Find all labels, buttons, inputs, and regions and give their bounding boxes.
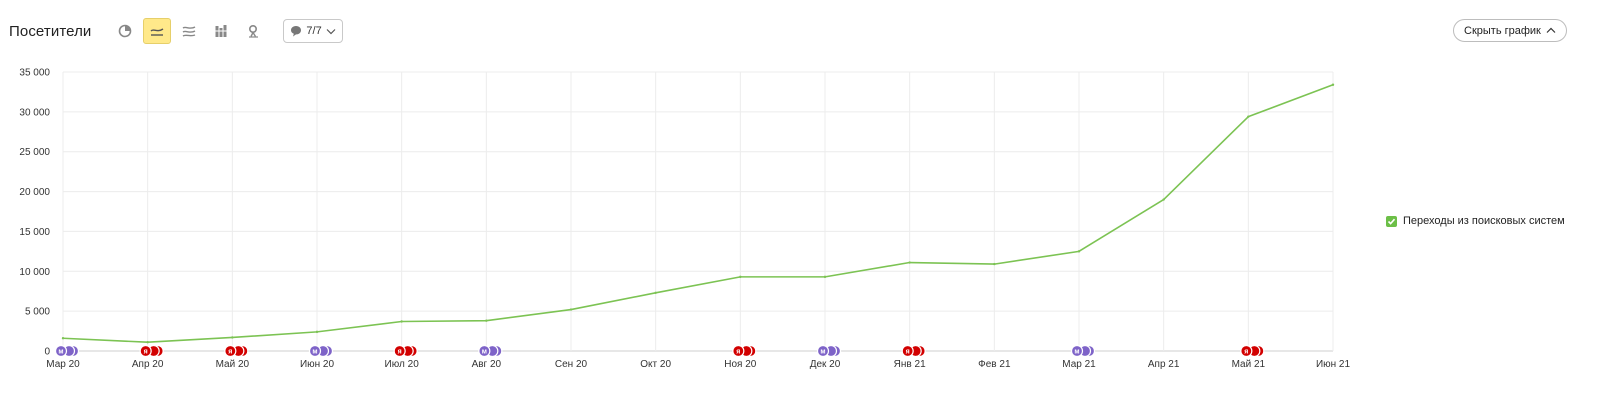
annotation-marker[interactable]: м [308, 344, 334, 358]
x-tick-label: Май 20 [216, 359, 250, 370]
annotation-circle [901, 344, 914, 358]
series-line [62, 84, 1334, 344]
pie-chart-button[interactable] [111, 18, 139, 44]
data-point [569, 308, 573, 311]
data-point [823, 275, 827, 279]
pie-chart-icon [119, 24, 132, 38]
annotation-letter: м [482, 349, 487, 356]
x-tick-label: Апр 21 [1148, 359, 1180, 370]
x-tick-label: Ноя 20 [724, 359, 757, 370]
annotation-circle [393, 344, 406, 358]
data-point [400, 320, 403, 323]
bar-chart-button[interactable] [207, 18, 235, 44]
data-point [1247, 115, 1250, 118]
legend-label: Переходы из поисковых систем [1403, 215, 1565, 227]
speech-bubble-icon [291, 26, 302, 37]
x-tick-label: Фев 21 [978, 359, 1011, 370]
x-tick-label: Сен 20 [555, 359, 588, 370]
annotation-marker[interactable]: я [224, 344, 249, 358]
x-tick-label: Окт 20 [640, 359, 671, 370]
annotation-marker[interactable]: я [1240, 344, 1265, 358]
x-tick-label: Июн 20 [300, 359, 335, 370]
data-point [1331, 83, 1335, 86]
annotation-marker[interactable]: я [139, 344, 164, 358]
y-tick-label: 35 000 [19, 68, 50, 79]
annotation-marker[interactable]: я [393, 344, 418, 358]
annotation-letter: м [820, 349, 825, 356]
x-tick-label: Апр 20 [132, 359, 164, 370]
map-button[interactable] [239, 18, 267, 44]
annotation-circle [308, 344, 322, 358]
annotation-circle [816, 344, 830, 358]
data-point [485, 319, 488, 322]
area-chart-icon [183, 26, 196, 37]
chevron-up-icon [1546, 27, 1556, 33]
y-tick-label: 15 000 [19, 227, 50, 238]
x-tick-label: Дек 20 [810, 359, 841, 370]
annotation-letter: я [228, 349, 232, 356]
chart-title: Посетители [9, 22, 92, 40]
annotation-letter: я [736, 349, 740, 356]
data-point [231, 336, 234, 339]
annotation-circle [478, 344, 491, 358]
annotation-letter: я [906, 349, 910, 356]
data-point [61, 337, 65, 340]
map-pin-icon [249, 24, 259, 38]
y-tick-label: 30 000 [19, 107, 50, 118]
annotation-letter: я [398, 349, 402, 356]
line-chart-button[interactable] [143, 18, 172, 44]
y-tick-label: 20 000 [19, 187, 50, 198]
legend-checkbox[interactable] [1386, 215, 1397, 227]
annotation-marker[interactable]: м [54, 344, 80, 358]
data-point [1162, 198, 1165, 201]
annotation-letter: м [58, 349, 63, 356]
hide-chart-button[interactable]: Скрыть график [1453, 19, 1567, 42]
annotation-circle [224, 344, 237, 358]
y-tick-label: 5 000 [25, 307, 50, 318]
annotation-letter: м [312, 349, 317, 356]
annotation-circle [732, 344, 745, 358]
annotation-circle [1070, 344, 1084, 358]
chart-toolbar: Посетители [9, 18, 343, 44]
annotation-circle [54, 344, 68, 358]
x-tick-label: Май 21 [1232, 359, 1266, 370]
data-point [993, 262, 996, 266]
y-tick-label: 25 000 [19, 147, 50, 158]
notes-count: 7/7 [306, 25, 322, 37]
data-point [739, 275, 742, 279]
x-tick-label: Июл 20 [385, 359, 420, 370]
data-point [315, 330, 319, 334]
data-point [908, 261, 911, 264]
area-chart-button[interactable] [175, 18, 203, 44]
x-tick-label: Мар 21 [1062, 359, 1096, 370]
x-tick-label: Мар 20 [46, 359, 80, 370]
annotation-letter: м [1074, 349, 1079, 356]
annotation-marker[interactable]: м [816, 344, 842, 358]
annotation-marker[interactable]: я [732, 344, 757, 358]
annotation-letter: я [1244, 349, 1248, 356]
annotation-marker[interactable]: м [1070, 344, 1096, 358]
y-tick-label: 0 [44, 347, 50, 358]
annotation-marker[interactable]: м [478, 344, 503, 358]
line-chart: 0 5 000 10 000 15 000 20 000 25 000 30 000 35 0… [19, 68, 1351, 371]
data-point [1077, 250, 1081, 253]
chevron-down-icon [326, 28, 336, 34]
legend-item[interactable]: Переходы из поисковых систем [1386, 215, 1565, 227]
check-icon [1387, 218, 1396, 225]
annotation-circle [1240, 344, 1253, 358]
x-tick-label: Янв 21 [894, 359, 926, 370]
y-tick-label: 10 000 [19, 267, 50, 278]
bar-chart-icon [215, 25, 228, 37]
x-tick-label: Июн 21 [1316, 359, 1351, 370]
x-tick-label: Авг 20 [472, 359, 502, 370]
annotation-letter: я [144, 349, 148, 356]
notes-dropdown[interactable]: 7/7 [283, 19, 343, 43]
data-point [654, 291, 657, 295]
hide-chart-label: Скрыть график [1464, 24, 1541, 37]
annotation-marker[interactable]: я [901, 344, 926, 358]
annotation-circle [139, 344, 152, 358]
data-point [146, 341, 149, 344]
line-chart-icon [150, 28, 164, 36]
